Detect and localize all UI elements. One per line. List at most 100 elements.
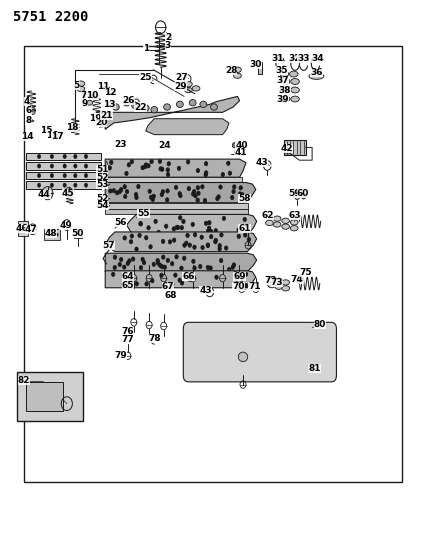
Bar: [18, 221, 27, 236]
Circle shape: [193, 193, 197, 198]
Text: 80: 80: [314, 320, 326, 329]
Circle shape: [135, 282, 139, 286]
Ellipse shape: [65, 187, 72, 197]
Circle shape: [190, 273, 194, 277]
Text: 48: 48: [45, 229, 57, 238]
Circle shape: [45, 233, 48, 236]
Circle shape: [187, 187, 190, 191]
Circle shape: [161, 255, 165, 259]
Circle shape: [166, 173, 170, 177]
Circle shape: [228, 268, 231, 272]
Ellipse shape: [279, 96, 285, 102]
Text: 41: 41: [234, 148, 247, 157]
Circle shape: [210, 235, 213, 239]
Circle shape: [224, 246, 228, 250]
Ellipse shape: [200, 101, 207, 108]
Text: 72: 72: [264, 276, 276, 285]
Polygon shape: [284, 140, 306, 155]
Text: 19: 19: [89, 114, 102, 123]
Ellipse shape: [113, 104, 119, 110]
Text: 44: 44: [38, 190, 51, 199]
Text: 5751 2200: 5751 2200: [14, 10, 89, 24]
Circle shape: [143, 261, 146, 265]
Circle shape: [74, 155, 77, 159]
Circle shape: [200, 235, 203, 239]
Circle shape: [110, 160, 113, 165]
Ellipse shape: [123, 100, 130, 106]
Circle shape: [50, 164, 54, 168]
Circle shape: [63, 173, 66, 177]
Circle shape: [157, 261, 160, 265]
Ellipse shape: [301, 193, 306, 199]
Circle shape: [159, 167, 162, 171]
Text: 63: 63: [289, 212, 301, 221]
Text: 82: 82: [18, 376, 30, 385]
Circle shape: [157, 230, 160, 235]
Circle shape: [205, 171, 208, 175]
Ellipse shape: [211, 104, 217, 110]
Circle shape: [74, 183, 77, 187]
Circle shape: [108, 166, 111, 170]
Circle shape: [123, 236, 126, 240]
Circle shape: [204, 161, 208, 166]
Text: 43: 43: [199, 286, 212, 295]
Text: 45: 45: [62, 189, 74, 198]
Circle shape: [56, 233, 58, 236]
Circle shape: [186, 160, 190, 164]
Ellipse shape: [291, 87, 299, 93]
Circle shape: [161, 239, 165, 244]
Bar: [26, 153, 101, 160]
Circle shape: [218, 247, 221, 251]
Ellipse shape: [30, 107, 35, 115]
Circle shape: [119, 188, 123, 192]
Circle shape: [197, 191, 200, 196]
Text: 47: 47: [25, 225, 38, 234]
Circle shape: [193, 266, 196, 270]
Ellipse shape: [151, 107, 158, 113]
Circle shape: [191, 222, 194, 227]
Circle shape: [205, 221, 208, 225]
Polygon shape: [146, 119, 229, 135]
Text: 7: 7: [81, 91, 87, 100]
Text: 51: 51: [96, 165, 108, 174]
Circle shape: [236, 273, 239, 277]
Text: 78: 78: [148, 334, 160, 343]
Circle shape: [222, 216, 226, 221]
Circle shape: [84, 155, 88, 159]
Text: 56: 56: [115, 219, 127, 228]
Circle shape: [196, 168, 199, 173]
Circle shape: [214, 229, 217, 233]
Text: 66: 66: [182, 272, 195, 280]
Ellipse shape: [82, 92, 90, 97]
Circle shape: [231, 196, 234, 200]
Circle shape: [161, 190, 165, 194]
Text: 30: 30: [250, 60, 262, 69]
Circle shape: [234, 271, 237, 276]
Circle shape: [149, 245, 152, 249]
Circle shape: [206, 244, 210, 248]
Ellipse shape: [92, 94, 98, 99]
Ellipse shape: [280, 71, 288, 77]
Circle shape: [204, 173, 208, 177]
Text: 12: 12: [104, 87, 117, 96]
Ellipse shape: [184, 82, 192, 87]
Circle shape: [129, 277, 132, 281]
Ellipse shape: [282, 286, 289, 291]
Text: 49: 49: [59, 221, 72, 230]
Ellipse shape: [108, 112, 114, 118]
Circle shape: [131, 280, 134, 284]
Ellipse shape: [176, 101, 183, 108]
Circle shape: [109, 189, 112, 193]
Circle shape: [149, 195, 153, 199]
Circle shape: [206, 243, 210, 247]
Text: 52: 52: [96, 173, 108, 182]
Text: 60: 60: [297, 189, 309, 198]
Circle shape: [232, 185, 236, 189]
Text: 61: 61: [238, 224, 251, 233]
Circle shape: [178, 278, 181, 282]
Text: 43: 43: [256, 158, 268, 167]
Text: 35: 35: [275, 67, 288, 75]
Circle shape: [196, 185, 199, 190]
Circle shape: [244, 272, 248, 276]
Circle shape: [130, 159, 134, 164]
